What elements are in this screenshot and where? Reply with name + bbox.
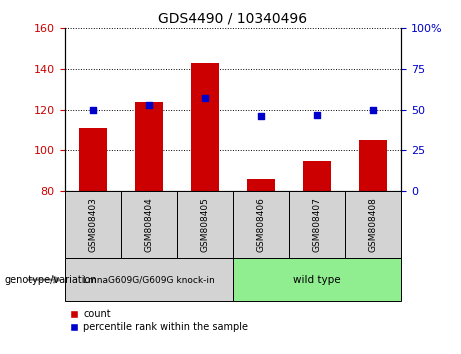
Text: GSM808403: GSM808403 (88, 197, 97, 252)
Bar (289, 191, 345, 258)
Bar (233, 258, 401, 301)
Text: genotype/variation: genotype/variation (5, 275, 97, 285)
Bar (359, 140, 387, 191)
Bar (233, 191, 289, 258)
Bar (135, 102, 163, 191)
Text: wild type: wild type (293, 275, 341, 285)
Bar (121, 191, 177, 258)
Point (89, 107, 96, 113)
Text: GSM808405: GSM808405 (200, 197, 209, 252)
Point (257, 113, 265, 119)
Bar (247, 179, 275, 191)
Bar (65, 191, 121, 258)
Text: GSM808407: GSM808407 (313, 197, 321, 252)
Text: GSM808406: GSM808406 (256, 197, 266, 252)
Bar (65, 258, 233, 301)
Text: GSM808408: GSM808408 (368, 197, 378, 252)
Point (145, 102, 152, 108)
Bar (345, 191, 401, 258)
Bar (303, 161, 331, 191)
Title: GDS4490 / 10340496: GDS4490 / 10340496 (158, 12, 307, 26)
Bar (191, 63, 219, 191)
Point (313, 112, 321, 118)
Point (369, 107, 377, 113)
Bar (78, 128, 106, 191)
Legend: count, percentile rank within the sample: count, percentile rank within the sample (70, 309, 248, 332)
Text: LmnaG609G/G609G knock-in: LmnaG609G/G609G knock-in (83, 275, 214, 284)
Text: GSM808404: GSM808404 (144, 198, 153, 252)
Bar (177, 191, 233, 258)
Point (201, 96, 208, 101)
